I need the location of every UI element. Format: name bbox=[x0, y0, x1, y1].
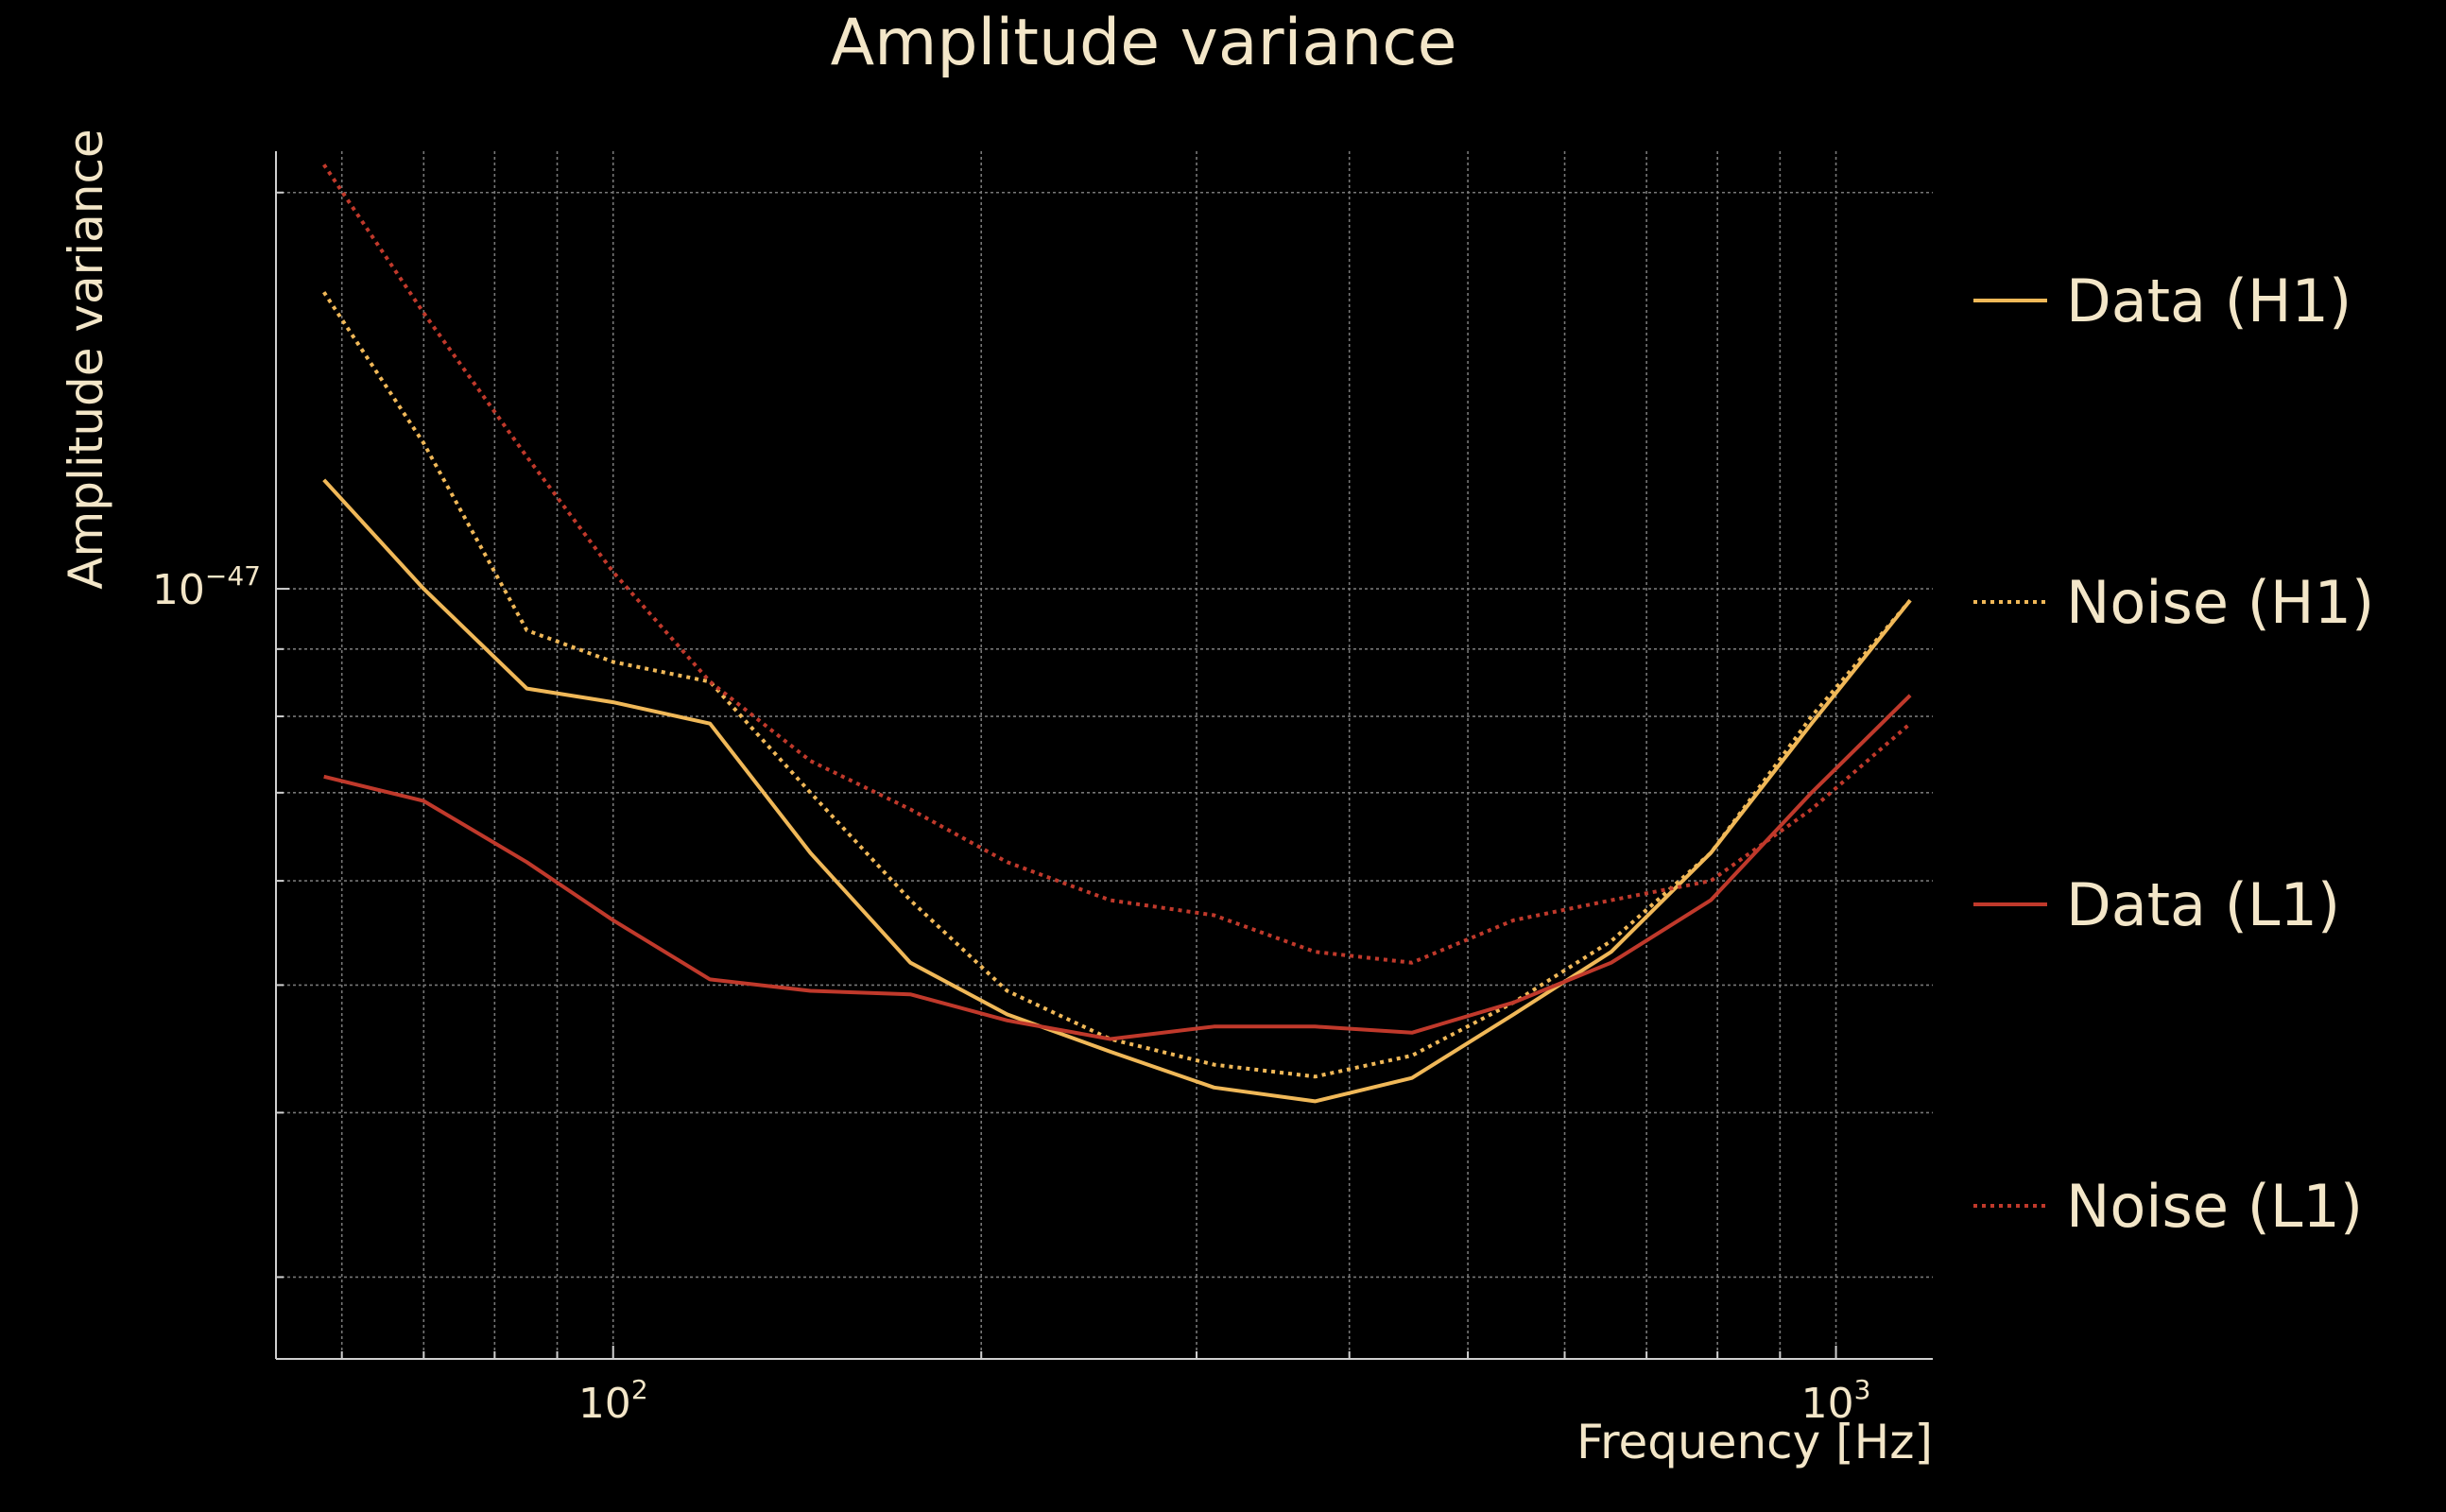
axes-layer bbox=[275, 151, 1933, 1360]
x-tick-label: 103 bbox=[1801, 1374, 1871, 1428]
legend: Data (H1) Noise (H1) Data (L1) Noise (L1) bbox=[1973, 266, 2374, 1241]
legend-label-2: Noise (H1) bbox=[2066, 568, 2374, 637]
grid-layer bbox=[276, 151, 1933, 1359]
ticks-layer: 102 103 10−47 bbox=[152, 191, 1871, 1428]
y-axis-label: Amplitude variance bbox=[59, 129, 113, 589]
chart-title: Amplitude variance bbox=[831, 6, 1457, 80]
legend-label-1: Data (H1) bbox=[2066, 266, 2351, 335]
series-line-2 bbox=[322, 291, 1912, 1079]
series-line-3 bbox=[323, 694, 1912, 1041]
legend-label-3: Data (L1) bbox=[2066, 870, 2340, 939]
series-line-4 bbox=[322, 163, 1912, 965]
legend-label-4: Noise (L1) bbox=[2066, 1172, 2363, 1241]
x-tick-label: 102 bbox=[578, 1374, 648, 1428]
series-layer bbox=[322, 163, 1912, 1104]
y-tick-label: 10−47 bbox=[152, 560, 261, 614]
series-line-1 bbox=[322, 478, 1912, 1104]
x-axis-label: Frequency [Hz] bbox=[1576, 1415, 1933, 1469]
